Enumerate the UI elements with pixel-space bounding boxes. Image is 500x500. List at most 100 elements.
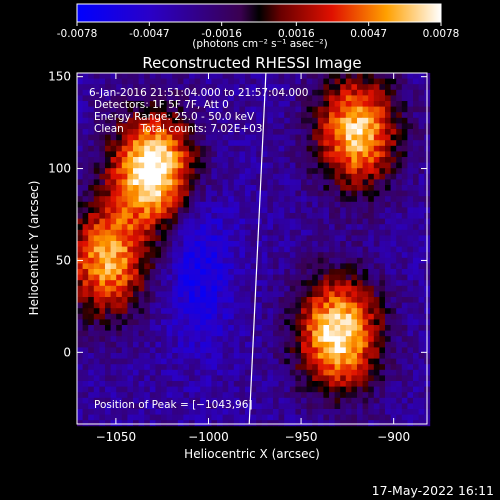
heatmap-cell [385, 409, 391, 415]
heatmap-cell [267, 224, 274, 231]
heatmap-cell [166, 89, 173, 96]
heatmap-cell [233, 173, 240, 180]
heatmap-cell [183, 291, 190, 298]
heatmap-cell [205, 224, 212, 231]
heatmap-cell [200, 263, 207, 270]
heatmap-cell [144, 308, 151, 315]
heatmap-cell [161, 358, 167, 365]
heatmap-cell [127, 280, 134, 287]
heatmap-cell [138, 101, 145, 107]
heatmap-cell [418, 291, 425, 298]
heatmap-cell [149, 207, 156, 214]
heatmap-cell [99, 235, 106, 242]
heatmap-cell [317, 117, 324, 124]
heatmap-cell [312, 145, 319, 152]
heatmap-cell [250, 302, 257, 309]
heatmap-cell [161, 325, 167, 331]
heatmap-cell [161, 241, 167, 247]
heatmap-cell [144, 106, 151, 113]
heatmap-cell [172, 140, 179, 147]
heatmap-cell [312, 117, 319, 124]
heatmap-cell [211, 162, 218, 169]
heatmap-cell [138, 196, 145, 203]
heatmap-cell [82, 140, 89, 147]
heatmap-cell [385, 358, 391, 365]
heatmap-cell [278, 224, 285, 231]
heatmap-cell [233, 381, 240, 387]
heatmap-cell [401, 140, 408, 147]
heatmap-cell [116, 263, 123, 270]
heatmap-cell [166, 325, 173, 331]
heatmap-cell [233, 386, 240, 393]
heatmap-cell [340, 129, 347, 135]
heatmap-cell [155, 201, 162, 208]
heatmap-cell [211, 145, 218, 152]
heatmap-cell [401, 330, 408, 337]
heatmap-cell [233, 280, 240, 287]
heatmap-cell [228, 112, 235, 119]
heatmap-cell [194, 106, 201, 113]
heatmap-cell [177, 252, 184, 259]
heatmap-cell [284, 330, 291, 337]
heatmap-cell [200, 252, 207, 259]
heatmap-cell [161, 89, 167, 96]
heatmap-cell [256, 330, 263, 337]
heatmap-cell [99, 229, 106, 236]
heatmap-cell [267, 89, 274, 96]
heatmap-cell [379, 364, 386, 371]
heatmap-cell [418, 319, 425, 326]
heatmap-cell [289, 353, 296, 359]
peak-position: Position of Peak = [−1043,96] [94, 399, 253, 411]
heatmap-cell [77, 381, 83, 387]
heatmap-cell [189, 84, 195, 91]
heatmap-cell [312, 224, 319, 231]
heatmap-cell [149, 358, 156, 365]
heatmap-cell [345, 129, 352, 135]
heatmap-cell [217, 319, 223, 326]
heatmap-cell [155, 218, 162, 225]
heatmap-cell [93, 285, 100, 292]
heatmap-cell [250, 280, 257, 287]
heatmap-cell [228, 269, 235, 275]
heatmap-cell [161, 112, 167, 119]
heatmap-cell [385, 213, 391, 219]
heatmap-cell [340, 157, 347, 163]
heatmap-cell [200, 157, 207, 163]
heatmap-cell [368, 157, 375, 163]
heatmap-cell [217, 347, 223, 354]
heatmap-cell [177, 157, 184, 163]
heatmap-cell [239, 308, 246, 315]
heatmap-cell [211, 101, 218, 107]
heatmap-cell [127, 246, 134, 253]
heatmap-cell [351, 123, 358, 130]
heatmap-cell [121, 386, 128, 393]
heatmap-cell [250, 145, 257, 152]
heatmap-cell [200, 213, 207, 219]
heatmap-cell [161, 319, 167, 326]
heatmap-cell [161, 409, 167, 415]
heatmap-cell [177, 117, 184, 124]
heatmap-cell [312, 252, 319, 259]
heatmap-cell [200, 129, 207, 135]
heatmap-cell [317, 185, 324, 191]
heatmap-cell [228, 280, 235, 287]
heatmap-cell [379, 291, 386, 298]
heatmap-cell [205, 325, 212, 331]
heatmap-cell [189, 157, 195, 163]
heatmap-cell [127, 101, 134, 107]
heatmap-cell [379, 162, 386, 169]
heatmap-cell [295, 241, 302, 247]
heatmap-cell [82, 190, 89, 197]
heatmap-cell [233, 168, 240, 175]
heatmap-cell [373, 336, 380, 343]
heatmap-cell [312, 364, 319, 371]
heatmap-cell [340, 173, 347, 180]
heatmap-cell [267, 308, 274, 315]
heatmap-cell [110, 392, 117, 399]
heatmap-cell [396, 414, 403, 421]
heatmap-cell [267, 168, 274, 175]
heatmap-cell [261, 336, 268, 343]
heatmap-cell [323, 420, 330, 427]
heatmap-cell [250, 190, 257, 197]
heatmap-cell [368, 106, 375, 113]
